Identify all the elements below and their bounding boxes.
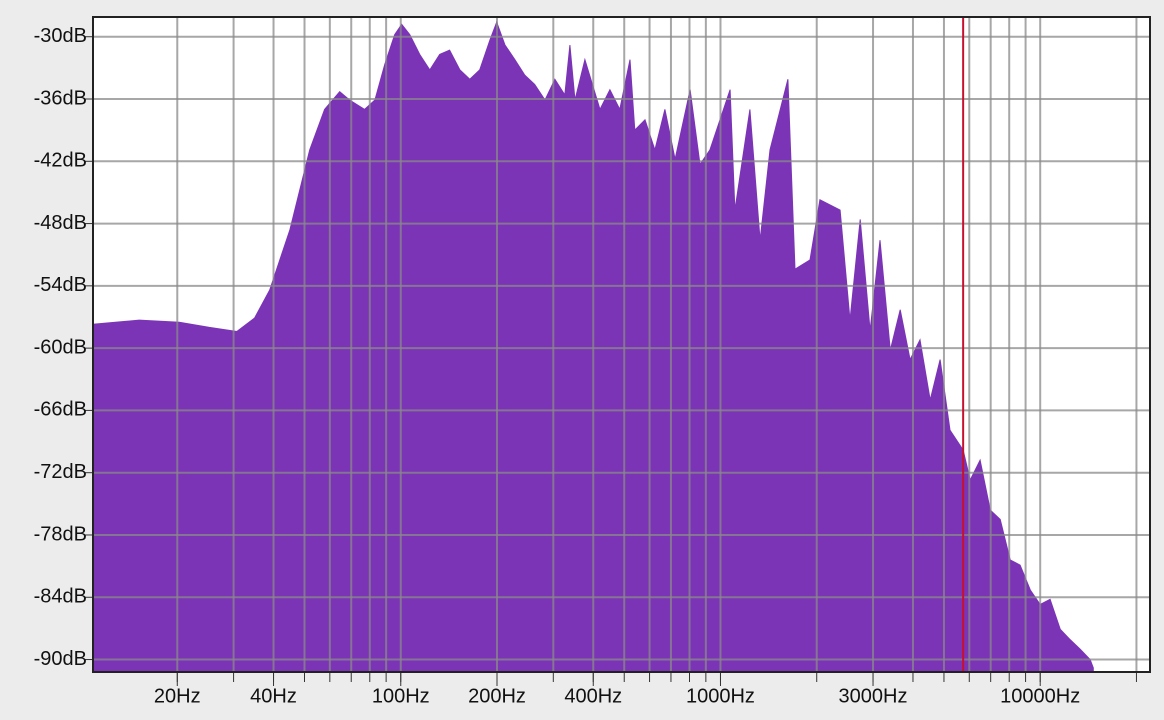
x-tick-label: 20Hz <box>154 685 201 707</box>
x-tick-label: 100Hz <box>372 685 430 707</box>
y-tick-label: -42dB <box>34 150 87 172</box>
y-tick-label: -54dB <box>34 274 87 296</box>
y-tick-label: -48dB <box>34 212 87 234</box>
y-tick-label: -78dB <box>34 523 87 545</box>
y-tick-label: -60dB <box>34 336 87 358</box>
x-tick-label: 200Hz <box>468 685 526 707</box>
y-tick-label: -72dB <box>34 461 87 483</box>
y-tick-label: -90dB <box>34 648 87 670</box>
x-tick-label: 40Hz <box>250 685 297 707</box>
y-tick-label: -36dB <box>34 87 87 109</box>
plot-frame <box>92 16 1151 673</box>
x-tick-label: 10000Hz <box>1000 685 1080 707</box>
y-tick-label: -84dB <box>34 586 87 608</box>
x-tick-label: 400Hz <box>564 685 622 707</box>
x-tick-label: 3000Hz <box>839 685 908 707</box>
x-tick-label: 1000Hz <box>686 685 755 707</box>
y-tick-label: -30dB <box>34 25 87 47</box>
y-tick-label: -66dB <box>34 399 87 421</box>
